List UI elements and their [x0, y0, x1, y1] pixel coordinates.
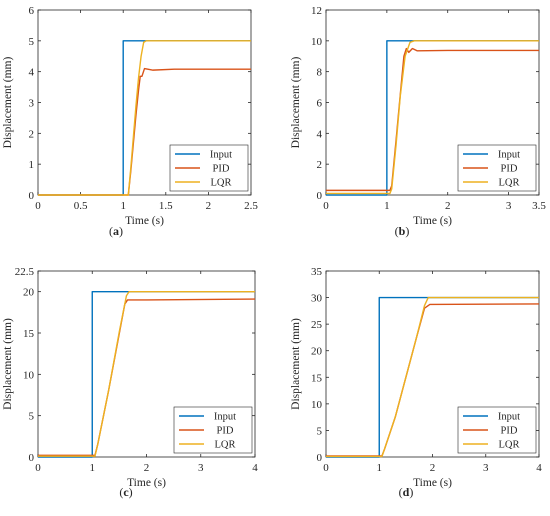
y-tick-label: 30 [311, 293, 323, 305]
legend: Input PID LQR [169, 144, 249, 192]
y-tick-label: 2 [29, 128, 35, 140]
y-tick-label: 10 [311, 399, 323, 411]
x-tick-label: 0.5 [74, 200, 88, 212]
legend-label-input: Input [498, 412, 520, 423]
y-tick-label: 0 [317, 190, 323, 202]
series-line-lqr [326, 40, 539, 195]
y-tick-label: 5 [29, 411, 35, 423]
series-line-lqr [38, 290, 255, 457]
x-tick-label: 2.5 [244, 200, 258, 212]
x-tick-label: 3 [506, 200, 512, 212]
legend-label-lqr: LQR [211, 178, 232, 189]
legend-label-input: Input [214, 412, 236, 423]
legend-label-pid: PID [501, 164, 518, 175]
y-tick-label: 10 [311, 36, 323, 48]
y-axis-label: Displacement (mm) [290, 318, 302, 410]
x-tick-label: 1 [384, 200, 390, 212]
x-axis-label: Time (s) [127, 477, 166, 489]
legend: Input PID LQR [457, 144, 537, 192]
chart-panel-c: 0 1 2 3 4 0 5 10 15 20 22.5 Time (s) Displacement (m… [2, 266, 258, 499]
x-tick-label: 0 [323, 200, 329, 212]
x-tick-label: 2 [445, 200, 451, 212]
x-tick-label: 3 [198, 462, 204, 474]
y-tick-label: 35 [311, 266, 323, 278]
panel-label: (c) [119, 485, 132, 499]
panel-label: (d) [399, 485, 414, 499]
y-tick-label: 0 [29, 452, 35, 464]
x-tick-label: 1 [120, 200, 126, 212]
x-tick-label: 0 [323, 462, 329, 474]
legend-label-lqr: LQR [215, 440, 236, 451]
y-tick-label: 3 [29, 98, 35, 110]
x-tick-label: 0 [35, 200, 41, 212]
y-axis-label: Displacement (mm) [2, 57, 14, 149]
x-axis-label: Time (s) [413, 477, 452, 489]
y-tick-label: 20 [23, 287, 35, 299]
y-tick-label: 2 [317, 159, 323, 171]
legend-label-pid: PID [217, 426, 234, 437]
y-tick-label: 25 [311, 319, 323, 331]
x-tick-label: 4 [252, 462, 258, 474]
legend-label-lqr: LQR [499, 440, 520, 451]
x-axis-label: Time (s) [125, 215, 164, 227]
y-tick-label: 8 [317, 67, 323, 79]
legend-label-lqr: LQR [499, 178, 520, 189]
panel-label: (b) [395, 224, 410, 238]
legend-label-input: Input [498, 150, 520, 161]
y-tick-label: 22.5 [15, 266, 35, 278]
y-tick-label: 12 [311, 5, 322, 17]
x-tick-label: 3 [483, 462, 489, 474]
x-tick-label: 2 [206, 200, 212, 212]
y-tick-label: 6 [29, 5, 35, 17]
x-tick-label: 2 [144, 462, 150, 474]
series-line-lqr [38, 40, 251, 196]
y-axis-label: Displacement (mm) [290, 57, 302, 149]
y-tick-label: 6 [317, 98, 323, 110]
y-tick-label: 15 [23, 328, 35, 340]
x-tick-label: 3.5 [532, 200, 546, 212]
y-tick-label: 4 [317, 128, 323, 140]
x-tick-label: 1 [377, 462, 383, 474]
y-tick-label: 4 [29, 67, 35, 79]
y-tick-label: 0 [317, 452, 323, 464]
legend-label-pid: PID [501, 426, 518, 437]
y-tick-label: 10 [23, 369, 35, 381]
legend-label-pid: PID [213, 164, 230, 175]
legend-label-input: Input [210, 150, 232, 161]
x-tick-label: 1.5 [159, 200, 173, 212]
x-tick-label: 2 [430, 462, 436, 474]
x-tick-label: 1 [90, 462, 96, 474]
legend: Input PID LQR [457, 406, 537, 454]
y-tick-label: 0 [29, 190, 35, 202]
series-line-lqr [326, 296, 539, 458]
y-tick-label: 20 [311, 346, 323, 358]
x-axis-label: Time (s) [413, 215, 452, 227]
chart-panel-d: 0 1 2 3 4 0 5 10 15 20 25 30 35 Time (s) Displacement … [290, 266, 542, 499]
y-axis-label: Displacement (mm) [2, 318, 14, 410]
legend: Input PID LQR [173, 406, 253, 454]
y-tick-label: 1 [29, 159, 35, 171]
chart-panel-a: 0 0.5 1 1.5 2 2.5 0 1 2 3 4 5 6 Time (s) Displacement … [2, 5, 258, 238]
y-tick-label: 5 [29, 36, 35, 48]
y-tick-label: 5 [317, 425, 323, 437]
panel-label: (a) [109, 224, 123, 238]
y-tick-label: 15 [311, 372, 323, 384]
x-tick-label: 0 [35, 462, 41, 474]
x-tick-label: 4 [536, 462, 542, 474]
